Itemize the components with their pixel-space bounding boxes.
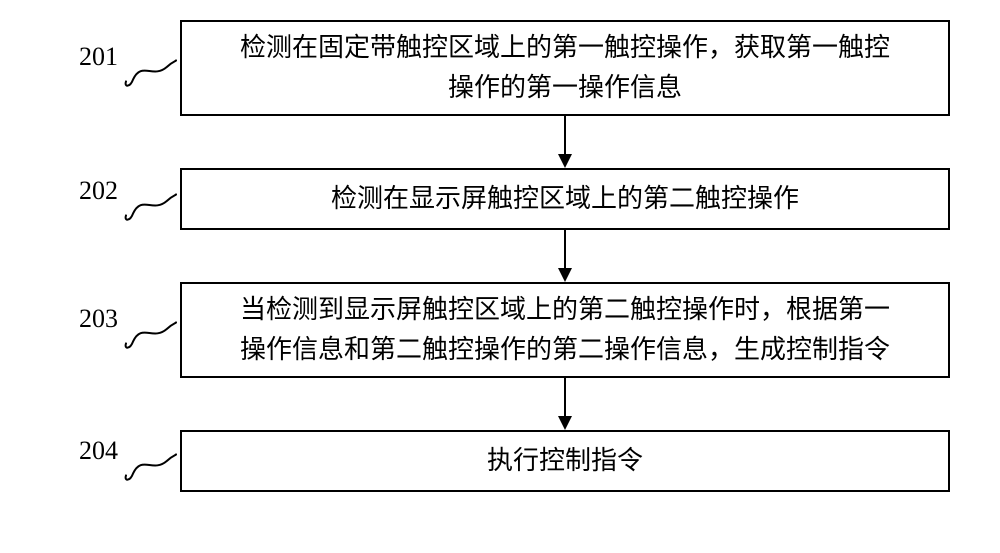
flow-arrow-1 (555, 116, 575, 168)
step-box-204: 执行控制指令 (180, 430, 950, 492)
step-box-203: 当检测到显示屏触控区域上的第二触控操作时，根据第一 操作信息和第二触控操作的第二… (180, 282, 950, 378)
flow-arrow-3 (555, 378, 575, 430)
flowchart-canvas: 201 检测在固定带触控区域上的第一触控操作，获取第一触控 操作的第一操作信息 … (0, 0, 1000, 553)
connector-tilde-202 (122, 192, 178, 222)
step-label-text: 203 (79, 304, 118, 333)
connector-tilde-204 (122, 452, 178, 482)
step-box-202: 检测在显示屏触控区域上的第二触控操作 (180, 168, 950, 230)
step-box-201: 检测在固定带触控区域上的第一触控操作，获取第一触控 操作的第一操作信息 (180, 20, 950, 116)
step-text: 当检测到显示屏触控区域上的第二触控操作时，根据第一 操作信息和第二触控操作的第二… (240, 290, 890, 371)
step-label-201: 201 (79, 42, 118, 72)
step-label-text: 202 (79, 176, 118, 205)
step-text: 检测在显示屏触控区域上的第二触控操作 (331, 179, 799, 219)
flow-arrow-2 (555, 230, 575, 282)
step-label-202: 202 (79, 176, 118, 206)
step-label-203: 203 (79, 304, 118, 334)
step-text: 执行控制指令 (487, 441, 643, 481)
step-label-204: 204 (79, 436, 118, 466)
connector-tilde-203 (122, 320, 178, 350)
connector-tilde-201 (122, 58, 178, 88)
step-label-text: 201 (79, 42, 118, 71)
step-label-text: 204 (79, 436, 118, 465)
step-text: 检测在固定带触控区域上的第一触控操作，获取第一触控 操作的第一操作信息 (240, 28, 890, 109)
